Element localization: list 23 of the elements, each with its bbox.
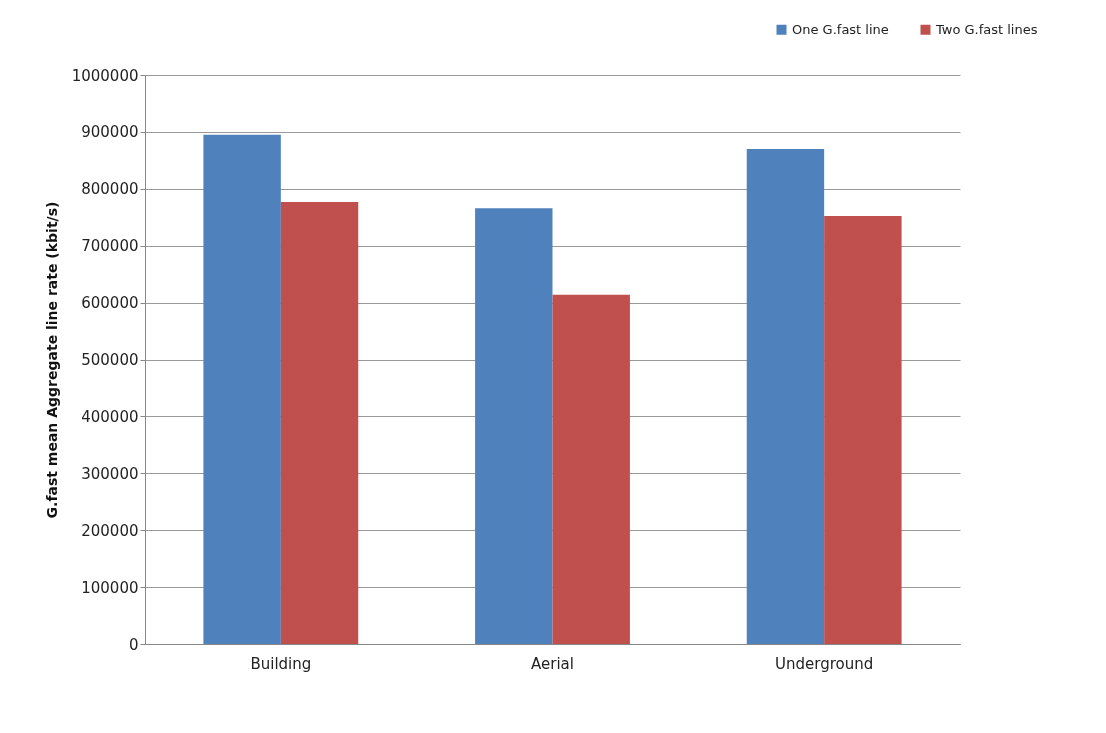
bar (746, 148, 825, 644)
x-tick-label: Building (250, 654, 312, 673)
bar (203, 134, 281, 644)
y-tick-label: 900000 (81, 123, 139, 142)
legend-label: Two G.fast lines (935, 21, 1038, 37)
bar (280, 201, 359, 644)
y-tick-label: 1000000 (71, 66, 139, 85)
y-tick-label: 100000 (81, 578, 139, 597)
y-tick-label: 200000 (81, 521, 139, 540)
bar (552, 294, 630, 644)
y-tick-label: 700000 (81, 237, 139, 256)
legend-label: One G.fast line (792, 21, 889, 37)
bar (824, 216, 902, 644)
bar (475, 208, 553, 644)
y-axis-title: G.fast mean Aggregate line rate (kbit/s) (43, 201, 60, 519)
y-tick-label: 400000 (81, 407, 139, 426)
x-tick-label: Underground (775, 654, 874, 673)
y-tick-label: 600000 (81, 294, 139, 313)
x-tick-label: Aerial (531, 654, 574, 673)
y-tick-label: 0 (128, 635, 139, 654)
y-tick-label: 300000 (81, 464, 139, 483)
y-tick-label: 500000 (81, 351, 139, 369)
y-tick-label: 800000 (81, 180, 139, 199)
